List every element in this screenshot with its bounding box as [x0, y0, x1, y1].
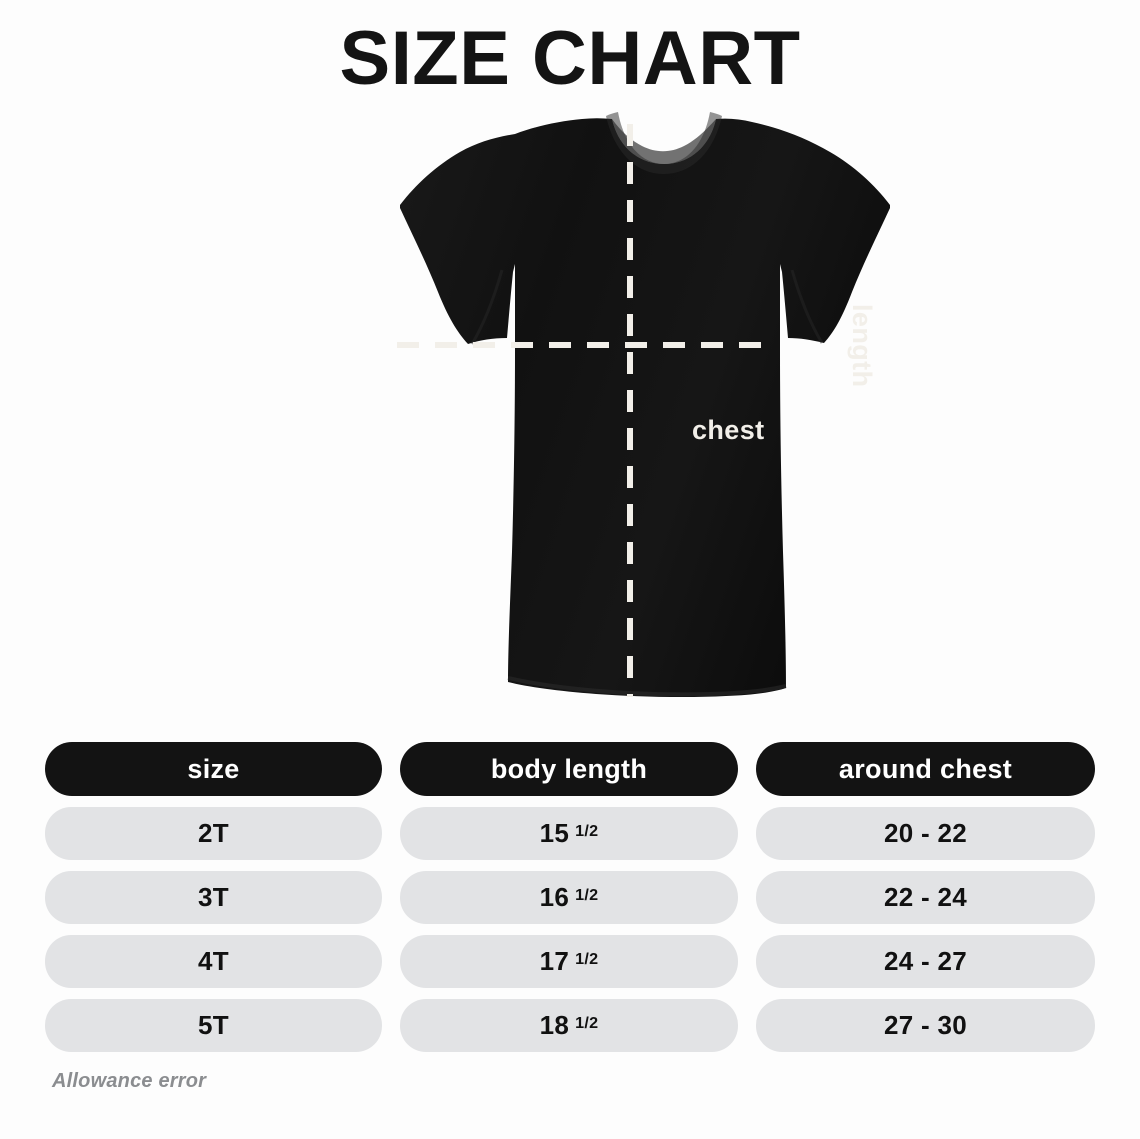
t-shirt-diagram: chest length [240, 112, 920, 712]
page-title: SIZE CHART [339, 16, 801, 101]
body-length-value: 17 [539, 946, 570, 976]
header-body-length: body length [400, 742, 738, 796]
cell-size: 4T [45, 935, 382, 988]
cell-body-length: 16 1/2 [400, 871, 738, 924]
body-length-fraction: 1/2 [575, 950, 599, 968]
chest-label: chest [692, 415, 765, 445]
cell-around-chest: 20 - 22 [756, 807, 1095, 860]
header-size: size [45, 742, 382, 796]
size-table: size body length around chest 2T 15 1/2 … [45, 742, 1095, 1063]
cell-around-chest: 27 - 30 [756, 999, 1095, 1052]
cell-body-length: 18 1/2 [400, 999, 738, 1052]
header-around-chest: around chest [756, 742, 1095, 796]
table-row: 3T 16 1/2 22 - 24 [45, 871, 1095, 924]
cell-around-chest: 22 - 24 [756, 871, 1095, 924]
cell-size: 3T [45, 871, 382, 924]
body-length-value: 16 [539, 882, 570, 912]
table-row: 4T 17 1/2 24 - 27 [45, 935, 1095, 988]
table-row: 2T 15 1/2 20 - 22 [45, 807, 1095, 860]
t-shirt-icon [397, 112, 890, 698]
body-length-fraction: 1/2 [575, 822, 599, 840]
body-length-value: 15 [539, 818, 570, 848]
cell-size: 2T [45, 807, 382, 860]
body-length-fraction: 1/2 [575, 1014, 599, 1032]
allowance-error-note: Allowance error [52, 1070, 207, 1092]
table-row: 5T 18 1/2 27 - 30 [45, 999, 1095, 1052]
body-length-value: 18 [539, 1010, 570, 1040]
table-header-row: size body length around chest [45, 742, 1095, 796]
cell-size: 5T [45, 999, 382, 1052]
cell-body-length: 17 1/2 [400, 935, 738, 988]
cell-around-chest: 24 - 27 [756, 935, 1095, 988]
body-length-fraction: 1/2 [575, 886, 599, 904]
cell-body-length: 15 1/2 [400, 807, 738, 860]
length-label: length [847, 304, 877, 388]
